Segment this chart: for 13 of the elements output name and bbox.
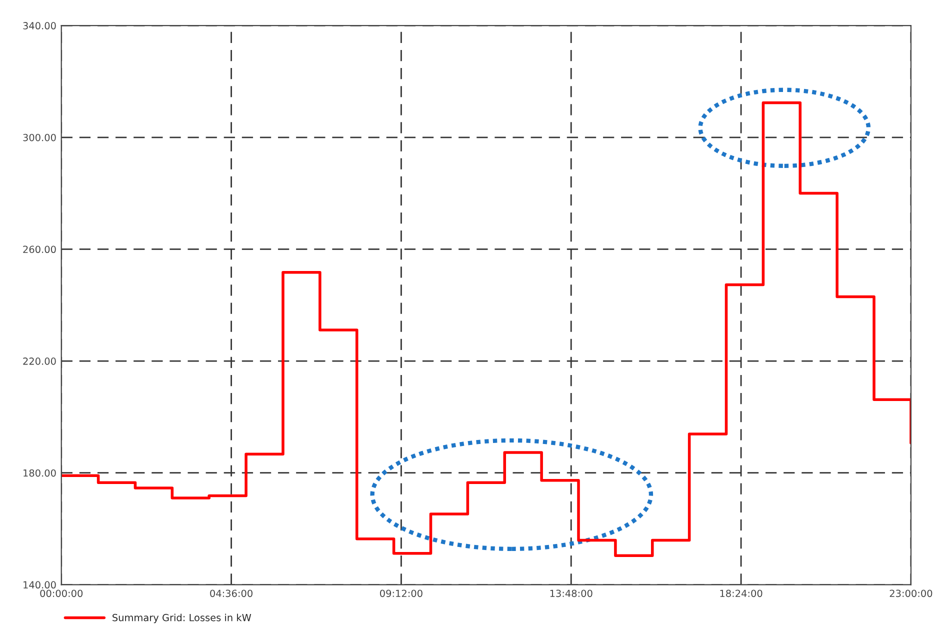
y-tick-label: 180.00 [24, 469, 56, 477]
y-tick-label: 260.00 [23, 246, 56, 254]
y-tick-label: 300.00 [23, 134, 56, 142]
x-tick-label: 18:24:00 [720, 590, 762, 598]
x-tick-label: 23:00:00 [890, 590, 932, 598]
y-tick-label: 340.00 [23, 22, 56, 30]
legend-label: Summary Grid: Losses in kW [112, 614, 252, 624]
x-tick-label: 13:48:00 [550, 590, 592, 598]
y-tick-label: 220.00 [23, 358, 56, 365]
x-tick-label: 09:12:00 [380, 590, 422, 598]
x-tick-label: 04:36:00 [210, 590, 252, 598]
y-tick-label: 140.00 [24, 581, 56, 589]
x-tick-label: 00:00:00 [40, 590, 83, 598]
